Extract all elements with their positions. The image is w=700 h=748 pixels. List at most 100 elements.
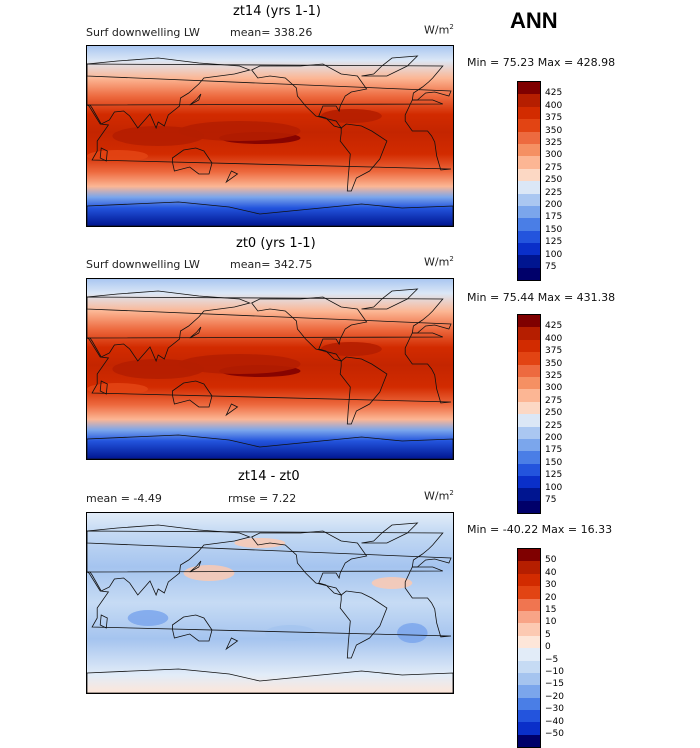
colorbar-label: 200 bbox=[545, 200, 563, 210]
colorbar-swatch bbox=[518, 327, 540, 340]
colorbar-label: 100 bbox=[545, 249, 563, 260]
coastline bbox=[87, 201, 453, 226]
colorbar-label: −50 bbox=[545, 729, 564, 739]
coastline bbox=[339, 356, 388, 425]
coastline bbox=[87, 332, 452, 404]
coastline bbox=[87, 296, 452, 334]
colorbar-label: 250 bbox=[545, 408, 563, 419]
colorbar-label: −40 bbox=[545, 716, 564, 727]
coastline bbox=[99, 380, 108, 395]
colorbar-swatch bbox=[518, 82, 540, 95]
minmax-label: Min = 75.44 Max = 431.38 bbox=[467, 291, 616, 304]
colorbar-swatch bbox=[518, 376, 540, 390]
minmax-label: Min = 75.23 Max = 428.98 bbox=[467, 56, 616, 69]
colorbar-swatch bbox=[518, 94, 540, 107]
colorbar-label: 5 bbox=[545, 629, 551, 640]
minmax-label: Min = -40.22 Max = 16.33 bbox=[467, 523, 613, 536]
colorbar-swatch bbox=[518, 401, 540, 415]
colorbar-swatch bbox=[518, 364, 540, 377]
coastline bbox=[225, 403, 239, 417]
colorbar-label: 300 bbox=[545, 150, 563, 161]
colorbar-swatches bbox=[517, 314, 541, 515]
colorbar-swatch bbox=[518, 218, 540, 231]
coastline bbox=[87, 99, 452, 171]
colorbar-swatch bbox=[518, 426, 540, 439]
mean-label: mean= 338.26 bbox=[230, 26, 313, 39]
colorbar-swatch bbox=[518, 119, 540, 132]
coastline bbox=[87, 57, 251, 130]
colorbar-label: 10 bbox=[545, 617, 557, 628]
colorbar-label: 30 bbox=[545, 580, 557, 591]
colorbar-swatch bbox=[518, 586, 540, 599]
map-canvas bbox=[87, 46, 453, 226]
colorbar-label: 200 bbox=[545, 433, 563, 443]
colorbar-label: 325 bbox=[545, 138, 563, 148]
coastline bbox=[189, 326, 202, 339]
coastline bbox=[172, 147, 213, 175]
field-blob bbox=[234, 538, 286, 548]
colorbar-label: 275 bbox=[545, 162, 563, 173]
coastline bbox=[172, 380, 213, 408]
colorbar-swatch bbox=[518, 168, 540, 182]
season-label: ANN bbox=[510, 8, 558, 33]
coastline bbox=[361, 522, 419, 544]
colorbar-label: 375 bbox=[545, 113, 563, 124]
map-zt14 bbox=[86, 45, 454, 227]
units-label: W/m2 bbox=[424, 489, 454, 503]
diff-mean-label: mean = -4.49 bbox=[86, 492, 162, 505]
variable-label: Surf downwelling LW bbox=[86, 26, 200, 39]
field-blob bbox=[112, 359, 204, 379]
coastline bbox=[189, 93, 202, 106]
field-blob bbox=[178, 121, 301, 141]
colorbar-label: 375 bbox=[545, 346, 563, 357]
colorbar-label: 325 bbox=[545, 371, 563, 381]
colorbar-label: 125 bbox=[545, 470, 563, 481]
colorbar-label: −10 bbox=[545, 667, 564, 677]
colorbar-swatch bbox=[518, 648, 540, 661]
colorbar-label: 300 bbox=[545, 383, 563, 394]
variable-label: Surf downwelling LW bbox=[86, 258, 200, 271]
colorbar-label: 350 bbox=[545, 358, 563, 369]
colorbar-swatch bbox=[518, 685, 540, 698]
colorbar-swatch bbox=[518, 635, 540, 649]
colorbar: 50 40 30 20 15 10 5 0 −5 −10 −15 −20 −30 −40 −50 bbox=[517, 548, 564, 748]
coastline bbox=[251, 296, 368, 362]
colorbar-swatches bbox=[517, 81, 541, 282]
colorbar-label: 50 bbox=[545, 555, 557, 566]
coastline bbox=[361, 55, 419, 77]
colorbar-label: 425 bbox=[545, 321, 563, 332]
colorbar-swatch bbox=[518, 243, 540, 256]
coastline bbox=[339, 123, 388, 192]
map-canvas bbox=[87, 513, 453, 693]
colorbar-swatch bbox=[518, 205, 540, 219]
coastline bbox=[251, 63, 368, 129]
coastline bbox=[99, 147, 108, 162]
colorbar-label: 175 bbox=[545, 445, 563, 456]
colorbar: 425 400 375 350 325 300 275 250 225 200 175 150 125 1… bbox=[517, 314, 562, 515]
colorbar-swatch bbox=[518, 255, 540, 268]
colorbar-label: 40 bbox=[545, 567, 557, 578]
field-blob bbox=[320, 342, 382, 356]
colorbar-swatch bbox=[518, 143, 540, 157]
field-blob bbox=[320, 109, 382, 123]
colorbar-label: 425 bbox=[545, 88, 563, 99]
colorbar-label: 400 bbox=[545, 333, 563, 344]
colorbar-swatch bbox=[518, 389, 540, 402]
colorbar-swatch bbox=[518, 181, 540, 194]
mean-label: mean= 342.75 bbox=[230, 258, 313, 271]
coastline bbox=[87, 434, 453, 459]
coastline bbox=[87, 530, 452, 568]
coastline bbox=[87, 63, 452, 101]
field-blob bbox=[127, 610, 169, 626]
rmse-label: rmse = 7.22 bbox=[228, 492, 297, 505]
colorbar-swatch bbox=[518, 476, 540, 489]
colorbar-swatch bbox=[518, 339, 540, 353]
map-diff bbox=[86, 512, 454, 694]
coastline bbox=[251, 530, 368, 596]
field-blob bbox=[183, 565, 235, 581]
coastline bbox=[87, 566, 452, 638]
colorbar-label: −15 bbox=[545, 679, 564, 690]
panel-title: zt0 (yrs 1-1) bbox=[236, 236, 316, 251]
colorbar-swatch bbox=[518, 267, 540, 281]
colorbar-swatch bbox=[518, 734, 540, 748]
